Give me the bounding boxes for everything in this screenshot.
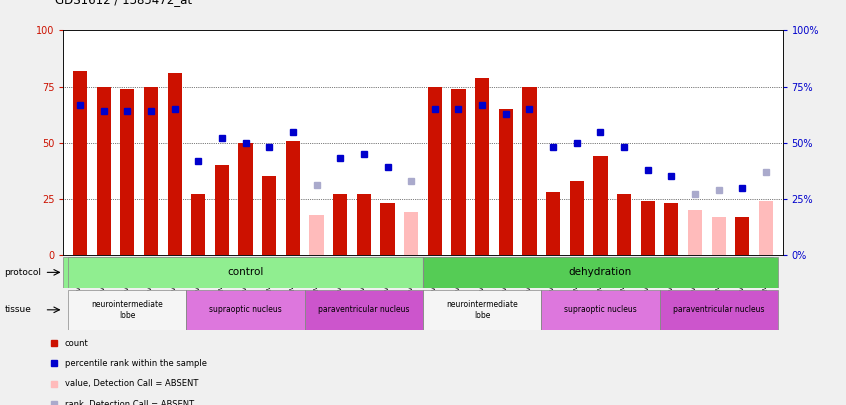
Bar <box>239 143 253 255</box>
Text: dehydration: dehydration <box>569 267 632 277</box>
Bar <box>569 181 584 255</box>
Text: GDS1612 / 1385472_at: GDS1612 / 1385472_at <box>55 0 192 6</box>
Text: paraventricular nucleus: paraventricular nucleus <box>318 305 409 314</box>
Bar <box>452 89 465 255</box>
Text: value, Detection Call = ABSENT: value, Detection Call = ABSENT <box>65 379 198 388</box>
Bar <box>664 203 678 255</box>
Text: rank, Detection Call = ABSENT: rank, Detection Call = ABSENT <box>65 400 194 405</box>
Bar <box>69 290 186 330</box>
Bar <box>423 257 777 288</box>
Bar <box>404 213 418 255</box>
Bar <box>286 141 300 255</box>
Bar <box>475 78 489 255</box>
Bar <box>711 217 726 255</box>
Bar <box>759 201 773 255</box>
Bar <box>215 165 229 255</box>
Bar <box>168 73 182 255</box>
Bar <box>498 109 513 255</box>
Bar <box>144 87 158 255</box>
Bar <box>305 290 423 330</box>
Text: control: control <box>228 267 264 277</box>
Bar <box>660 290 777 330</box>
Bar <box>541 290 660 330</box>
Text: neurointermediate
lobe: neurointermediate lobe <box>91 300 163 320</box>
Bar <box>688 210 702 255</box>
Bar <box>186 290 305 330</box>
Bar <box>96 87 111 255</box>
Bar <box>640 201 655 255</box>
Bar <box>428 87 442 255</box>
Text: paraventricular nucleus: paraventricular nucleus <box>673 305 765 314</box>
Bar <box>69 257 423 288</box>
Text: count: count <box>65 339 89 347</box>
Bar <box>333 194 348 255</box>
Text: tissue: tissue <box>4 305 31 314</box>
Text: neurointermediate
lobe: neurointermediate lobe <box>446 300 518 320</box>
Bar <box>191 194 206 255</box>
Bar <box>357 194 371 255</box>
Bar <box>617 194 631 255</box>
Bar <box>73 71 87 255</box>
Bar <box>423 290 541 330</box>
Bar <box>735 217 750 255</box>
Bar <box>310 215 324 255</box>
Text: supraoptic nucleus: supraoptic nucleus <box>564 305 637 314</box>
Text: percentile rank within the sample: percentile rank within the sample <box>65 359 207 368</box>
Text: supraoptic nucleus: supraoptic nucleus <box>209 305 282 314</box>
Bar <box>120 89 135 255</box>
Bar <box>522 87 536 255</box>
Bar <box>593 156 607 255</box>
Bar <box>262 177 277 255</box>
Bar <box>381 203 394 255</box>
Text: protocol: protocol <box>4 268 41 277</box>
Bar <box>546 192 560 255</box>
